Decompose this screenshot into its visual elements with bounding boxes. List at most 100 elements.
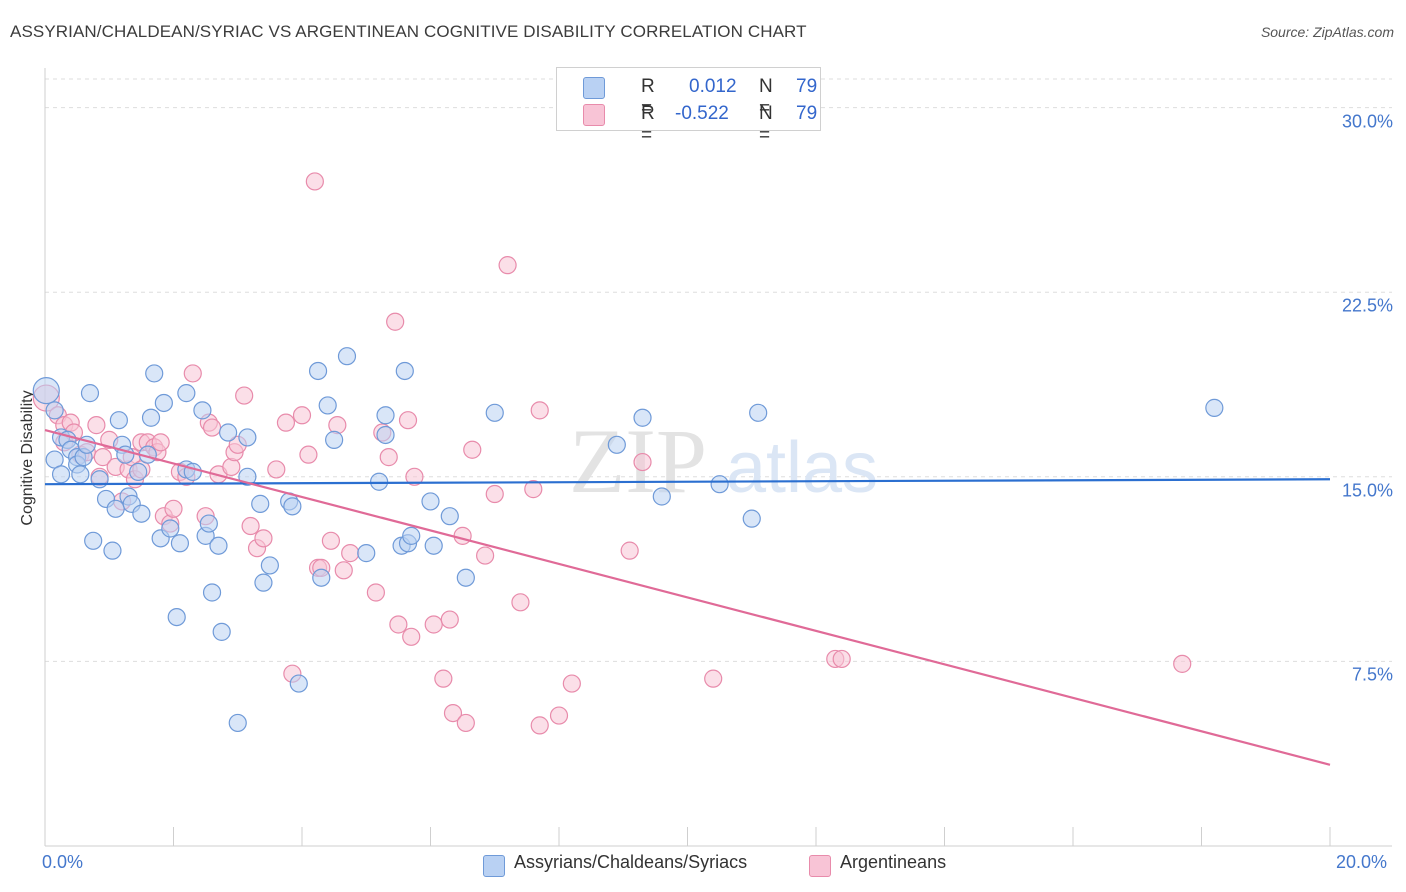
argentinean-point [379, 448, 398, 467]
assyrian-point [141, 408, 161, 427]
argentinean-point [511, 593, 530, 612]
argentinean-point [292, 406, 312, 425]
assyrian-point [84, 531, 103, 550]
argentinean-point [440, 610, 459, 629]
argentinean-point [524, 480, 543, 499]
argentinean-point [530, 716, 549, 735]
argentinean-point [299, 445, 318, 464]
assyrian-point [212, 622, 231, 641]
argentinean-point [1173, 654, 1192, 673]
gridlines [45, 78, 1392, 662]
argentinean-point [456, 713, 475, 733]
source-label: Source: ZipAtlas.com [1260, 24, 1394, 40]
assyrian-point [90, 470, 109, 489]
argentinean-point [386, 312, 405, 331]
assyrian-point [633, 408, 652, 427]
assyrian-point [402, 526, 421, 545]
assyrian-point [228, 713, 247, 733]
argentinean-trend-line [44, 428, 1331, 766]
assyrian-point [357, 544, 376, 563]
argentinean-point [704, 669, 723, 688]
argentinean-point [183, 364, 202, 383]
legend-n-value: 79 [796, 76, 818, 97]
assyrian-point [376, 425, 395, 445]
assyrian-point [456, 568, 475, 587]
assyrian-point [199, 514, 218, 533]
assyrian-point [424, 536, 443, 555]
assyrian-point [749, 403, 768, 422]
argentinean-point [424, 615, 443, 634]
assyrian-point [71, 465, 90, 484]
assyrian-point [80, 384, 100, 403]
argentinean-point [562, 674, 581, 693]
argentinean-point [485, 484, 504, 504]
assyrian-trend-line [44, 478, 1331, 486]
assyrian-point [32, 377, 60, 405]
argentinean-point [87, 416, 106, 435]
assyrian-point [202, 583, 222, 602]
y-tick-label: 7.5% [1351, 664, 1393, 685]
argentinean-point [334, 561, 353, 580]
assyrian-point [376, 406, 395, 425]
argentinean-point [398, 411, 418, 430]
assyrian-point [106, 499, 125, 518]
assyrian-point [129, 462, 148, 481]
argentinean-point [254, 529, 273, 548]
bottom-legend-label-blue: Assyrians/Chaldeans/Syriacs [514, 852, 748, 872]
argentinean-point [443, 703, 463, 723]
argentinean-point [235, 386, 254, 405]
argentinean-point [222, 457, 241, 477]
assyrian-point [337, 347, 357, 366]
axes [44, 68, 1392, 847]
assyrian-point [308, 361, 328, 381]
assyrian-point [652, 487, 671, 506]
assyrian-point [170, 534, 190, 553]
argentinean-point [93, 448, 112, 467]
assyrian-point [219, 423, 238, 442]
assyrian-point [209, 536, 228, 555]
assyrian-point [154, 393, 173, 413]
y-tick-label: 30.0% [1341, 111, 1393, 132]
argentinean-point [434, 669, 453, 688]
assyrian-point [440, 507, 459, 526]
chart-title: ASSYRIAN/CHALDEAN/SYRIAC VS ARGENTINEAN … [10, 22, 807, 41]
trend-lines [44, 428, 1331, 766]
bottom-legend-swatch-blue [483, 855, 505, 877]
assyrian-point [283, 497, 302, 516]
argentinean-point [366, 583, 385, 602]
assyrian-point [370, 472, 389, 491]
argentinean-point [549, 706, 569, 725]
assyrian-point [167, 607, 186, 627]
assyrian-point [1205, 398, 1224, 417]
argentinean-point [276, 413, 296, 432]
assyrian-point [312, 568, 331, 587]
assyrian-point [45, 401, 64, 420]
y-tick-label: 15.0% [1341, 480, 1393, 501]
assyrians-points [32, 347, 1224, 733]
assyrian-point [742, 509, 761, 528]
legend-swatch-pink [583, 104, 605, 126]
legend-n-value: 79 [796, 103, 818, 124]
legend: R = 0.012 N = 79 R = -0.522 N = 79 [556, 67, 821, 146]
argentinean-point [453, 526, 472, 545]
argentinean-point [402, 627, 421, 646]
argentinean-point [463, 440, 482, 459]
assyrian-point [710, 475, 729, 494]
assyrian-point [485, 403, 504, 422]
argentinean-point [620, 541, 639, 560]
bottom-legend-swatch-pink [809, 855, 831, 877]
assyrian-point [318, 396, 337, 415]
assyrian-point [132, 504, 151, 523]
assyrian-point [51, 465, 71, 484]
argentinean-point [328, 416, 347, 435]
assyrian-point [254, 573, 273, 592]
argentinean-point [832, 649, 851, 669]
legend-r-value: -0.522 [675, 103, 729, 124]
bottom-legend-label-pink: Argentineans [840, 852, 947, 872]
argentinean-point [389, 615, 408, 634]
argentinean-point [164, 499, 183, 518]
assyrian-point [607, 435, 626, 454]
argentinean-point [202, 418, 222, 437]
assyrian-point [421, 492, 440, 511]
